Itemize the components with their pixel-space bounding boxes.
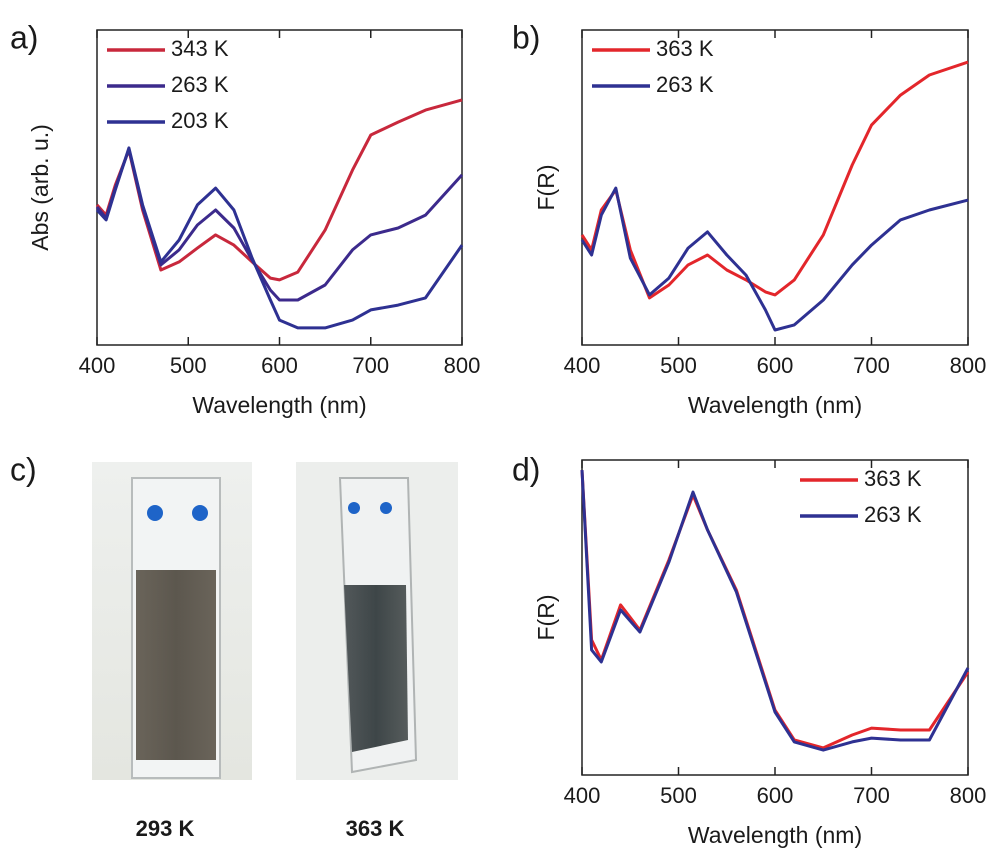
x-tick-label: 700 xyxy=(853,783,890,808)
x-tick-label: 600 xyxy=(261,353,298,378)
panel-label: c) xyxy=(10,451,37,487)
chart: 400 500 600 700 800 Wavelength (nm) F(R) d) 363 … xyxy=(512,451,986,848)
photo-panel: c) 293 K 363 K xyxy=(10,451,458,841)
y-axis-title: Abs (arb. u.) xyxy=(27,124,53,251)
data-line xyxy=(580,470,970,752)
data-line xyxy=(580,186,969,332)
legend-label: 203 K xyxy=(171,108,229,133)
legend-label: 363 K xyxy=(656,36,714,61)
legend-label: 263 K xyxy=(656,72,714,97)
data-line xyxy=(95,98,463,282)
legend-label: 263 K xyxy=(171,72,229,97)
x-tick-label: 700 xyxy=(853,353,890,378)
legend-label: 263 K xyxy=(864,502,922,527)
chart: 400 500 600 700 800 Wavelength (nm) Abs (arb. … xyxy=(10,19,480,418)
panel-label: d) xyxy=(512,451,540,487)
x-tick-label: 400 xyxy=(564,783,601,808)
x-tick-label: 500 xyxy=(660,783,697,808)
y-axis-title: F(R) xyxy=(533,595,559,641)
x-tick-label: 600 xyxy=(757,353,794,378)
legend-label: 363 K xyxy=(864,466,922,491)
x-tick-label: 800 xyxy=(950,783,987,808)
x-axis-title: Wavelength (nm) xyxy=(688,822,862,848)
x-tick-label: 500 xyxy=(170,353,207,378)
chart: 400 500 600 700 800 Wavelength (nm) F(R) b) 363 … xyxy=(512,19,986,418)
x-tick-label: 700 xyxy=(352,353,389,378)
data-line xyxy=(95,146,464,330)
x-axis-title: Wavelength (nm) xyxy=(192,392,366,418)
x-tick-label: 400 xyxy=(564,353,601,378)
plot-frame xyxy=(581,29,969,346)
x-tick-label: 600 xyxy=(757,783,794,808)
x-tick-label: 800 xyxy=(444,353,481,378)
legend-label: 343 K xyxy=(171,36,229,61)
plot-frame xyxy=(96,29,463,346)
panel-label: a) xyxy=(10,19,38,55)
powder xyxy=(136,570,216,760)
data-line xyxy=(95,147,464,302)
x-tick-label: 800 xyxy=(950,353,987,378)
data-line xyxy=(580,60,969,300)
marker-dot xyxy=(348,502,360,514)
powder xyxy=(344,585,408,752)
marker-dot xyxy=(147,505,163,521)
panel-label: b) xyxy=(512,19,540,55)
x-tick-label: 400 xyxy=(79,353,116,378)
marker-dot xyxy=(192,505,208,521)
x-axis-title: Wavelength (nm) xyxy=(688,392,862,418)
x-tick-label: 500 xyxy=(660,353,697,378)
y-axis-title: F(R) xyxy=(533,165,559,211)
marker-dot xyxy=(380,502,392,514)
photo-caption: 293 K xyxy=(136,816,195,841)
photo-caption: 363 K xyxy=(346,816,405,841)
